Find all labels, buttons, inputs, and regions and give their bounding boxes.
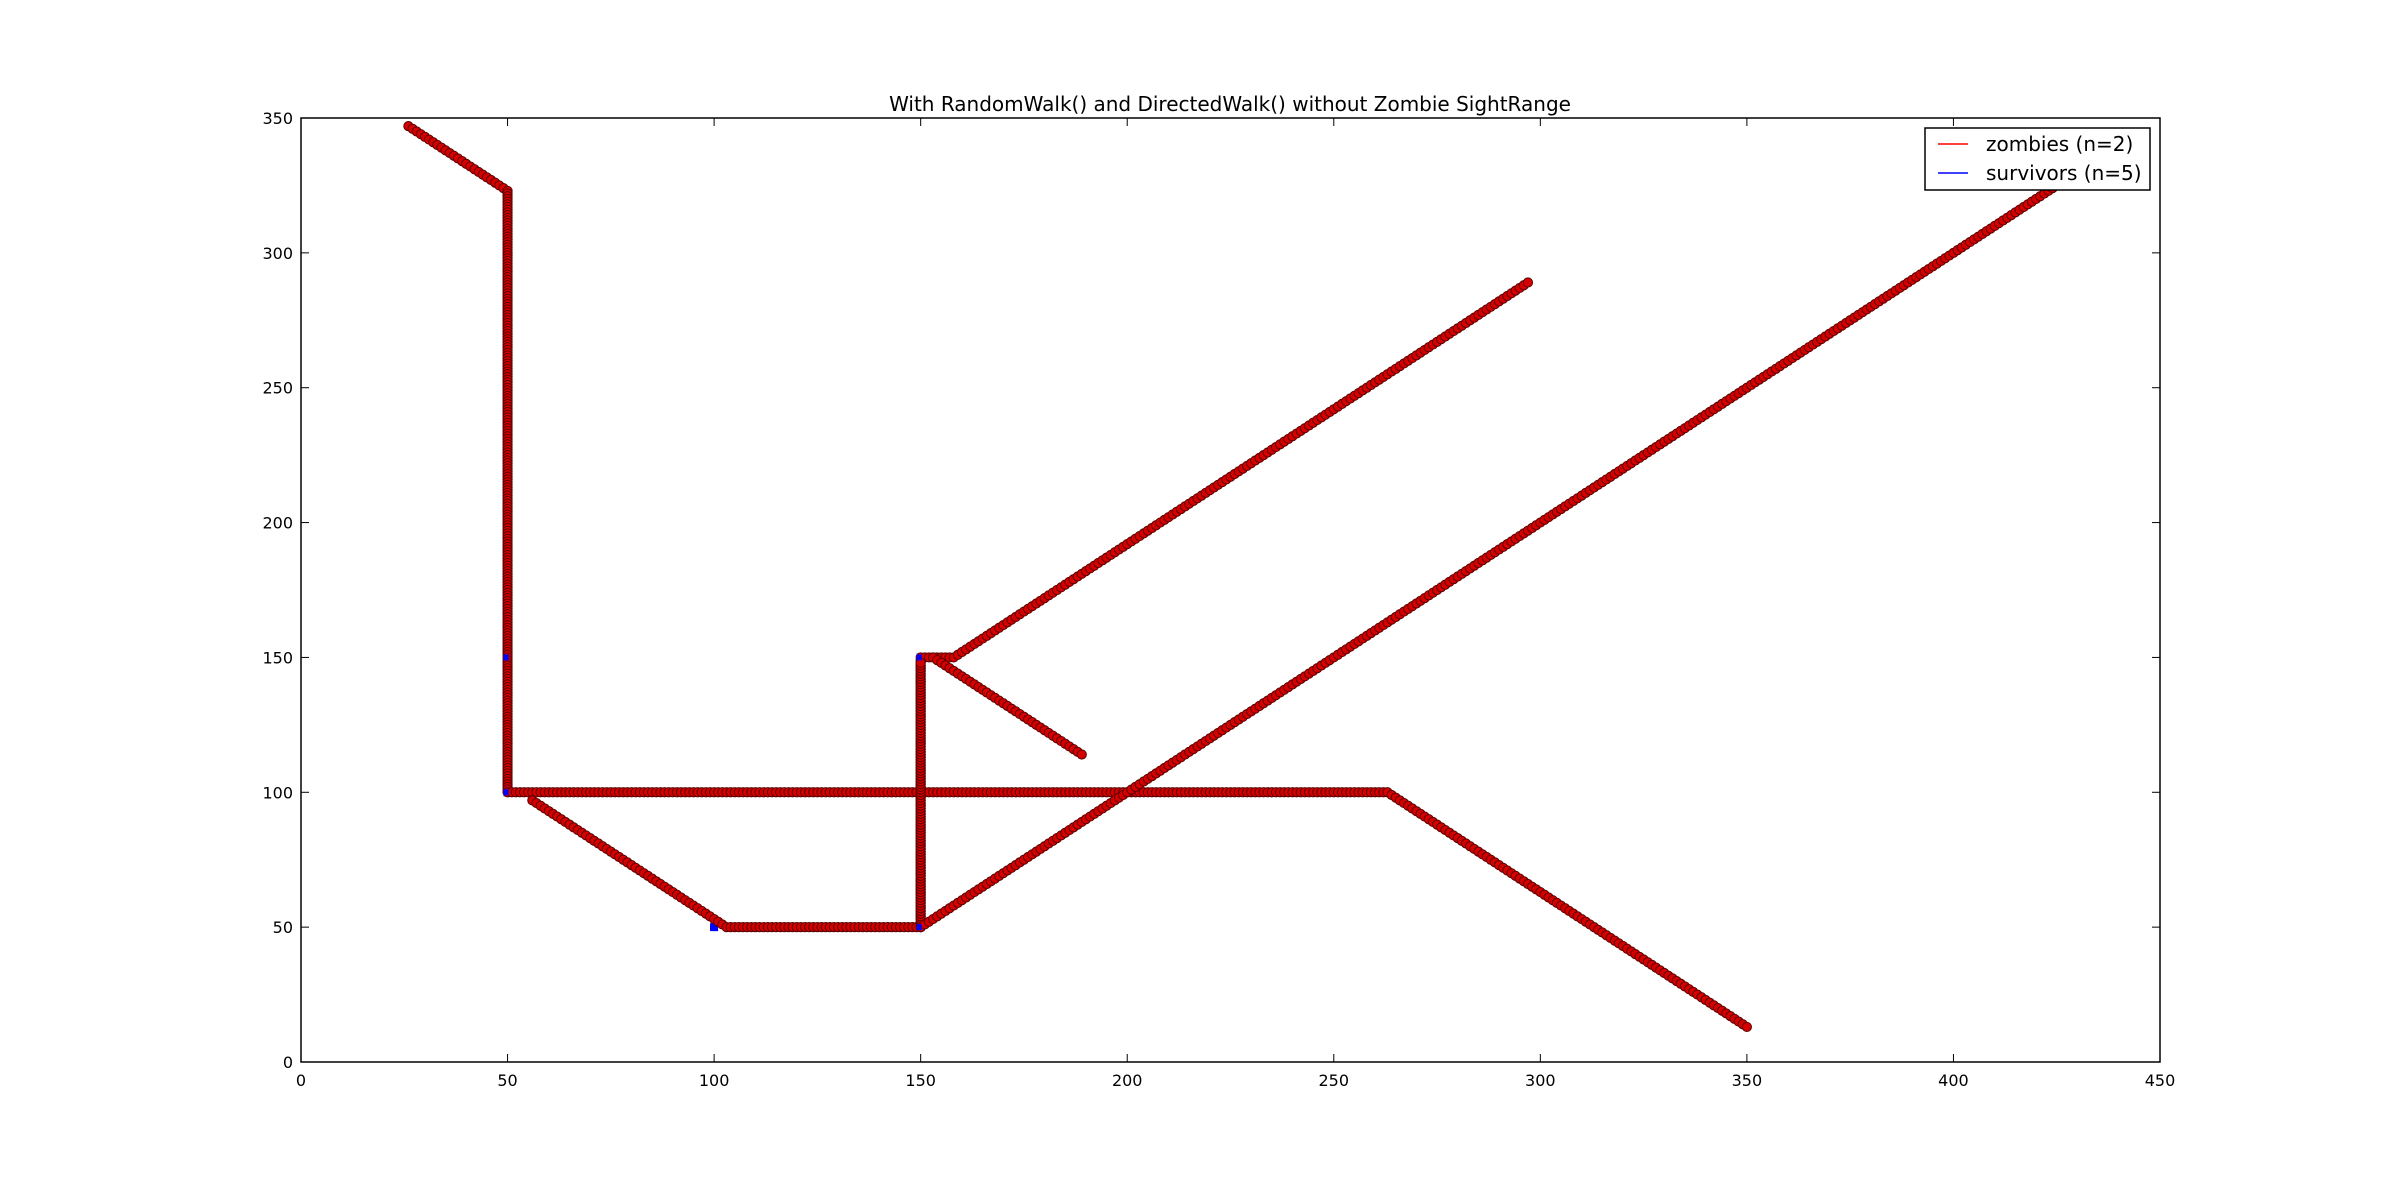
legend-label-zombies: zombies (n=2) [1986, 132, 2133, 156]
x-tick-label: 0 [296, 1071, 306, 1090]
y-tick-label: 250 [262, 379, 293, 398]
axes-layer: 0 50 100 150 200 250 300 350 400 450 0 50 100 150 200 2… [262, 109, 2175, 1090]
y-tick-label: 300 [262, 244, 293, 263]
zombie-track [927, 652, 1087, 760]
y-tick-label: 350 [262, 109, 293, 128]
survivor-point-overlay [916, 654, 922, 661]
survivor-point-overlay [503, 789, 509, 796]
x-tick-label: 300 [1525, 1071, 1556, 1090]
survivor-point-overlay [916, 924, 922, 931]
x-tick-label: 400 [1938, 1071, 1969, 1090]
zombie-track [527, 277, 1534, 933]
zombie-track [915, 657, 926, 925]
y-tick-label: 150 [262, 648, 293, 667]
y-tick-label: 50 [273, 918, 293, 937]
legend: zombies (n=2) survivors (n=5) [1924, 127, 2151, 191]
zombie-point [1741, 1021, 1752, 1033]
x-tick-label: 250 [1319, 1071, 1350, 1090]
zombie-track [403, 120, 1752, 1033]
x-tick-label: 50 [497, 1071, 517, 1090]
legend-label-survivors: survivors (n=5) [1986, 161, 2142, 185]
zombie-point [1076, 749, 1087, 760]
x-tick-label: 150 [905, 1071, 936, 1090]
zombie-point [1522, 277, 1534, 288]
x-tick-label: 450 [2145, 1071, 2176, 1090]
y-tick-label: 100 [262, 783, 293, 802]
zombie-track [915, 180, 2062, 933]
x-tick-label: 100 [699, 1071, 730, 1090]
survivor-point-overlay [503, 654, 509, 661]
legend-box [1924, 127, 2151, 191]
x-tick-label: 200 [1112, 1071, 1143, 1090]
survivor-point-overlay [710, 924, 716, 931]
x-tick-label: 350 [1732, 1071, 1763, 1090]
y-tick-label: 200 [262, 514, 293, 533]
chart-title: With RandomWalk() and DirectedWalk() wit… [889, 92, 1571, 116]
y-tick-label: 0 [283, 1053, 293, 1072]
marks-layer [403, 120, 2062, 1033]
plot-frame [300, 117, 2161, 1063]
